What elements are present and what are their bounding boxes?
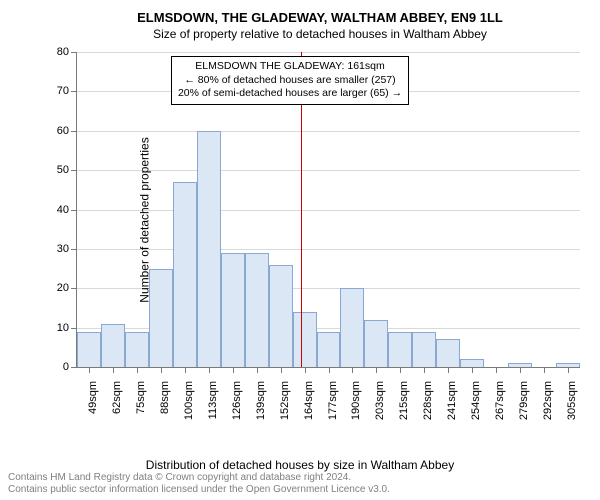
annotation-line: 20% of semi-detached houses are larger (…	[178, 87, 402, 101]
histogram-bar	[436, 339, 460, 367]
y-tick-label: 60	[57, 125, 69, 137]
histogram-bar	[317, 332, 341, 367]
x-tick-label: 152sqm	[279, 381, 291, 420]
histogram-bar	[101, 324, 125, 367]
gridline-h	[77, 170, 580, 171]
chart-subtitle: Size of property relative to detached ho…	[50, 27, 590, 41]
x-tick	[520, 367, 521, 373]
y-tick	[71, 52, 77, 53]
x-tick	[185, 367, 186, 373]
x-tick	[424, 367, 425, 373]
histogram-bar	[77, 332, 101, 367]
annotation-box: ELMSDOWN THE GLADEWAY: 161sqm ← 80% of d…	[171, 56, 409, 105]
x-tick-label: 267sqm	[494, 381, 506, 420]
x-tick-label: 139sqm	[255, 381, 267, 420]
x-tick	[472, 367, 473, 373]
gridline-h	[77, 210, 580, 211]
x-tick-label: 164sqm	[303, 381, 315, 420]
x-tick	[161, 367, 162, 373]
histogram-bar	[149, 269, 173, 367]
y-tick-label: 50	[57, 164, 69, 176]
x-tick-label: 126sqm	[231, 381, 243, 420]
x-tick-label: 49sqm	[87, 381, 99, 414]
y-tick-label: 20	[57, 282, 69, 294]
y-tick-label: 80	[57, 46, 69, 58]
chart-title: ELMSDOWN, THE GLADEWAY, WALTHAM ABBEY, E…	[50, 10, 590, 25]
histogram-bar	[197, 131, 221, 367]
x-tick	[209, 367, 210, 373]
y-tick	[71, 131, 77, 132]
x-tick-label: 190sqm	[350, 381, 362, 420]
gridline-h	[77, 249, 580, 250]
x-tick-label: 292sqm	[542, 381, 554, 420]
x-tick-label: 177sqm	[327, 381, 339, 420]
y-tick-label: 30	[57, 243, 69, 255]
histogram-bar	[412, 332, 436, 367]
y-axis-label: Number of detached properties	[138, 137, 152, 302]
y-tick	[71, 288, 77, 289]
x-tick	[89, 367, 90, 373]
y-tick	[71, 328, 77, 329]
histogram-bar	[364, 320, 388, 367]
histogram-bar	[221, 253, 245, 367]
histogram-bar	[460, 359, 484, 367]
x-tick-label: 113sqm	[207, 381, 219, 419]
x-tick	[400, 367, 401, 373]
x-tick	[352, 367, 353, 373]
annotation-line: ← 80% of detached houses are smaller (25…	[178, 74, 402, 88]
histogram-bar	[269, 265, 293, 367]
x-tick	[329, 367, 330, 373]
y-tick	[71, 249, 77, 250]
histogram-bar	[125, 332, 149, 367]
footer-line: Contains public sector information licen…	[8, 484, 390, 496]
footer-line: Contains HM Land Registry data © Crown c…	[8, 472, 390, 484]
footer-attribution: Contains HM Land Registry data © Crown c…	[8, 472, 390, 496]
x-tick-label: 88sqm	[159, 381, 171, 414]
x-tick	[113, 367, 114, 373]
gridline-h	[77, 131, 580, 132]
y-tick-label: 70	[57, 85, 69, 97]
histogram-bar	[388, 332, 412, 367]
x-tick	[568, 367, 569, 373]
x-tick-label: 215sqm	[398, 381, 410, 420]
x-tick-label: 100sqm	[183, 381, 195, 420]
gridline-h	[77, 52, 580, 53]
x-tick	[496, 367, 497, 373]
x-tick-label: 203sqm	[374, 381, 386, 420]
x-tick	[544, 367, 545, 373]
x-tick	[448, 367, 449, 373]
x-axis-label: Distribution of detached houses by size …	[146, 458, 454, 472]
x-tick-label: 75sqm	[135, 381, 147, 414]
x-tick-label: 279sqm	[518, 381, 530, 420]
chart-container: ELMSDOWN, THE GLADEWAY, WALTHAM ABBEY, E…	[50, 10, 590, 430]
y-tick-label: 0	[63, 361, 69, 373]
x-tick	[137, 367, 138, 373]
histogram-bar	[245, 253, 269, 367]
x-tick-label: 241sqm	[446, 381, 458, 420]
y-tick	[71, 91, 77, 92]
histogram-bar	[340, 288, 364, 367]
y-tick	[71, 170, 77, 171]
x-tick-label: 228sqm	[422, 381, 434, 420]
y-tick-label: 10	[57, 322, 69, 334]
x-tick	[305, 367, 306, 373]
x-tick	[376, 367, 377, 373]
x-tick-label: 254sqm	[470, 381, 482, 420]
histogram-bar	[293, 312, 317, 367]
x-tick-label: 62sqm	[111, 381, 123, 414]
x-tick-label: 305sqm	[566, 381, 578, 420]
histogram-bar	[173, 182, 197, 367]
y-tick-label: 40	[57, 204, 69, 216]
y-tick	[71, 210, 77, 211]
annotation-line: ELMSDOWN THE GLADEWAY: 161sqm	[178, 60, 402, 74]
x-tick	[257, 367, 258, 373]
x-tick	[281, 367, 282, 373]
x-tick	[233, 367, 234, 373]
y-tick	[71, 367, 77, 368]
